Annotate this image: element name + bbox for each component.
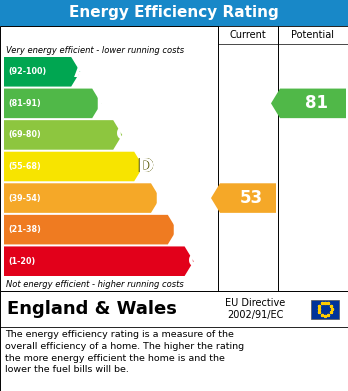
Text: Very energy efficient - lower running costs: Very energy efficient - lower running co… (6, 46, 184, 55)
Polygon shape (271, 89, 346, 118)
Text: B: B (95, 94, 110, 113)
Bar (278, 26, 348, 44)
Text: Not energy efficient - higher running costs: Not energy efficient - higher running co… (6, 280, 184, 289)
Text: G: G (188, 252, 204, 271)
Text: F: F (171, 220, 184, 239)
Polygon shape (4, 57, 80, 86)
Text: (81-91): (81-91) (8, 99, 41, 108)
Bar (218, 26, 278, 44)
Text: (55-68): (55-68) (8, 162, 41, 171)
Polygon shape (4, 152, 143, 181)
Text: (1-20): (1-20) (8, 257, 35, 266)
Text: C: C (116, 126, 130, 144)
Text: The energy efficiency rating is a measure of the
overall efficiency of a home. T: The energy efficiency rating is a measur… (5, 330, 244, 375)
Text: D: D (138, 157, 154, 176)
Text: D: D (137, 156, 153, 176)
Text: (92-100): (92-100) (8, 67, 46, 76)
Polygon shape (4, 183, 160, 213)
Text: A: A (74, 62, 89, 81)
Polygon shape (4, 215, 177, 244)
Bar (0, 26, 348, 291)
Bar (0, 0, 348, 26)
Polygon shape (211, 183, 276, 213)
Bar (0, 291, 348, 391)
Text: D: D (137, 158, 153, 176)
Text: E: E (154, 188, 167, 208)
Text: EU Directive
2002/91/EC: EU Directive 2002/91/EC (225, 298, 285, 320)
Text: (69-80): (69-80) (8, 131, 41, 140)
Text: D: D (137, 157, 153, 176)
Text: 81: 81 (304, 94, 327, 112)
Text: 53: 53 (239, 189, 262, 207)
Text: England & Wales: England & Wales (7, 300, 177, 318)
Text: (39-54): (39-54) (8, 194, 41, 203)
Text: Potential: Potential (292, 30, 334, 40)
Polygon shape (4, 246, 193, 276)
Bar (311, 300, 339, 319)
Text: Current: Current (230, 30, 266, 40)
Text: (21-38): (21-38) (8, 225, 41, 234)
Polygon shape (4, 89, 101, 118)
Text: D: D (137, 157, 153, 176)
Polygon shape (4, 120, 122, 150)
Text: Energy Efficiency Rating: Energy Efficiency Rating (69, 5, 279, 20)
